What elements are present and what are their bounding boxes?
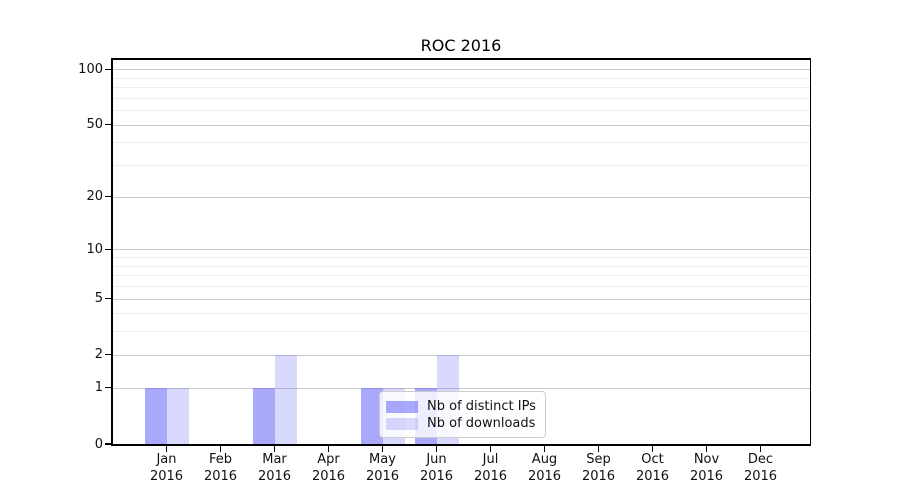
legend-item-downloads: Nb of downloads	[386, 416, 539, 431]
y-gridline-minor	[112, 142, 810, 144]
legend-swatch-downloads	[386, 417, 418, 430]
spine-top	[111, 58, 811, 60]
y-tick	[105, 248, 111, 250]
y-gridline-major	[112, 69, 810, 71]
x-tick	[381, 445, 384, 452]
legend: Nb of distinct IPs Nb of downloads	[379, 391, 546, 438]
y-gridline-minor	[112, 275, 810, 277]
spine-left	[111, 58, 113, 446]
x-tick-label: Apr 2016	[311, 452, 346, 484]
legend-item-distinct-ips: Nb of distinct IPs	[386, 399, 539, 414]
x-tick-label: Sep 2016	[581, 452, 616, 484]
y-gridline-major	[112, 249, 810, 251]
y-gridline-minor	[112, 97, 810, 99]
legend-label-downloads: Nb of downloads	[427, 416, 536, 431]
y-gridline-minor	[112, 87, 810, 89]
y-gridline-minor	[112, 77, 810, 79]
x-tick-label: Nov 2016	[689, 452, 724, 484]
y-tick	[105, 387, 111, 389]
y-gridline-major	[112, 298, 810, 300]
y-tick	[105, 443, 111, 445]
x-tick	[435, 445, 438, 452]
y-gridline-major	[112, 196, 810, 198]
y-tick-label: 0	[94, 436, 103, 452]
y-gridline-minor	[112, 313, 810, 315]
spine-right	[809, 58, 811, 446]
x-tick	[219, 445, 222, 452]
bar-nb-of-distinct-ips-jan	[144, 387, 167, 444]
y-tick-label: 20	[86, 189, 103, 205]
x-tick	[651, 445, 654, 452]
y-gridline-minor	[112, 257, 810, 259]
x-tick	[705, 445, 708, 452]
y-gridline-minor	[112, 165, 810, 167]
y-gridline-minor	[112, 331, 810, 333]
x-tick-label: Jan 2016	[149, 452, 184, 484]
x-tick	[597, 445, 600, 452]
bar-nb-of-downloads-jan	[166, 387, 189, 444]
x-tick-label: Jul 2016	[473, 452, 508, 484]
x-tick-label: Aug 2016	[527, 452, 562, 484]
x-tick	[327, 445, 330, 452]
bar-nb-of-distinct-ips-mar	[252, 387, 275, 444]
y-tick	[105, 196, 111, 198]
legend-swatch-distinct-ips	[386, 400, 418, 413]
x-tick-label: Jun 2016	[419, 452, 454, 484]
y-gridline-minor	[112, 265, 810, 267]
x-tick	[273, 445, 276, 452]
x-tick-label: Mar 2016	[257, 452, 292, 484]
y-tick	[105, 297, 111, 300]
x-tick-label: Feb 2016	[203, 452, 238, 484]
bar-nb-of-downloads-mar	[274, 354, 297, 444]
y-tick-label: 5	[94, 291, 103, 306]
y-gridline-major	[112, 354, 810, 356]
x-tick	[489, 445, 492, 452]
y-gridline-major	[112, 387, 810, 389]
y-tick-label: 2	[94, 347, 103, 363]
x-tick	[543, 445, 546, 452]
y-tick-label: 100	[78, 61, 103, 77]
y-tick-label: 10	[86, 241, 103, 257]
spine-bottom	[111, 444, 811, 446]
y-tick-label: 50	[86, 117, 103, 133]
x-tick-label: Oct 2016	[635, 452, 670, 484]
y-gridline-minor	[112, 110, 810, 112]
y-tick	[105, 124, 111, 126]
x-tick-label: Dec 2016	[743, 452, 778, 484]
x-tick-label: May 2016	[365, 452, 400, 484]
y-tick	[105, 354, 111, 356]
y-gridline-minor	[112, 285, 810, 287]
chart-title: ROC 2016	[420, 36, 502, 55]
bar-nb-of-distinct-ips-may	[360, 387, 383, 444]
y-tick	[105, 68, 111, 70]
y-tick-label: 1	[94, 380, 103, 396]
x-tick	[165, 445, 168, 452]
legend-label-distinct-ips: Nb of distinct IPs	[427, 399, 536, 414]
y-gridline-major	[112, 124, 810, 126]
x-tick	[759, 445, 762, 452]
